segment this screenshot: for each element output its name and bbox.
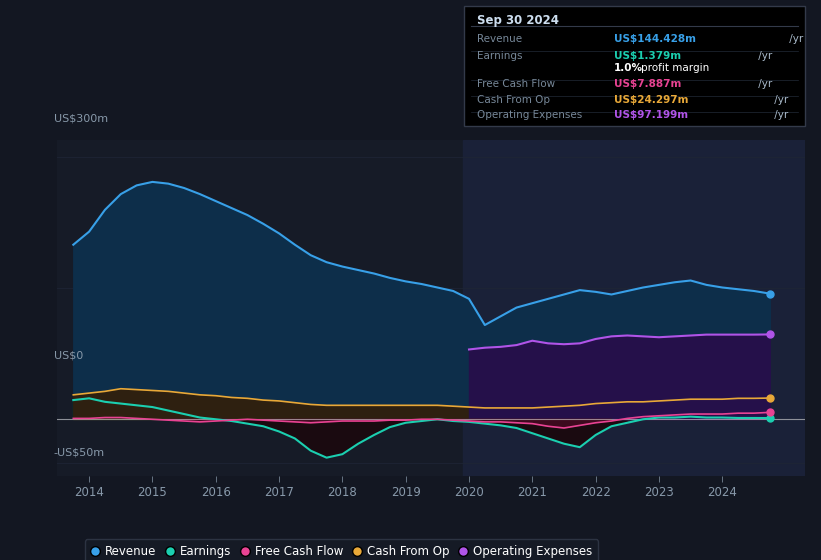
Text: /yr: /yr xyxy=(755,79,773,89)
Text: /yr: /yr xyxy=(770,110,788,120)
Text: US$0: US$0 xyxy=(53,350,83,360)
Text: /yr: /yr xyxy=(770,95,788,105)
Text: Cash From Op: Cash From Op xyxy=(478,95,551,105)
Text: Free Cash Flow: Free Cash Flow xyxy=(478,79,556,89)
Text: Sep 30 2024: Sep 30 2024 xyxy=(478,14,559,27)
Text: -US$50m: -US$50m xyxy=(53,447,105,458)
Legend: Revenue, Earnings, Free Cash Flow, Cash From Op, Operating Expenses: Revenue, Earnings, Free Cash Flow, Cash … xyxy=(85,539,598,560)
FancyBboxPatch shape xyxy=(464,6,805,126)
Text: /yr: /yr xyxy=(755,51,773,61)
Text: US$97.199m: US$97.199m xyxy=(614,110,688,120)
Text: Operating Expenses: Operating Expenses xyxy=(478,110,583,120)
Text: 1.0%: 1.0% xyxy=(614,63,643,73)
Text: US$24.297m: US$24.297m xyxy=(614,95,688,105)
Bar xyxy=(463,140,805,476)
Text: profit margin: profit margin xyxy=(641,63,709,73)
Text: Revenue: Revenue xyxy=(478,34,523,44)
Text: US$1.379m: US$1.379m xyxy=(614,51,681,61)
Text: /yr: /yr xyxy=(786,34,803,44)
Text: US$7.887m: US$7.887m xyxy=(614,79,681,89)
Text: US$144.428m: US$144.428m xyxy=(614,34,695,44)
Text: Earnings: Earnings xyxy=(478,51,523,61)
Text: US$300m: US$300m xyxy=(53,113,108,123)
